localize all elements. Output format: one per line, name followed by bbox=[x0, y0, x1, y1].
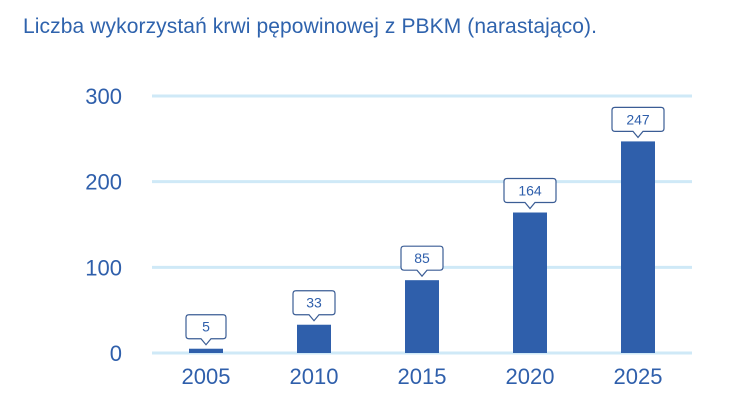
bars bbox=[189, 141, 655, 353]
data-label-callout: 5 bbox=[185, 314, 227, 346]
y-axis-ticks: 0 100 200 300 bbox=[85, 84, 122, 366]
data-labels: 5 33 85 164 247 bbox=[185, 106, 665, 346]
data-label: 164 bbox=[518, 183, 542, 199]
bar bbox=[513, 212, 547, 353]
y-tick-label: 0 bbox=[110, 341, 122, 366]
x-tick-label: 2010 bbox=[290, 364, 339, 389]
x-tick-label: 2015 bbox=[398, 364, 447, 389]
data-label: 5 bbox=[202, 319, 210, 335]
data-label-callout: 85 bbox=[400, 245, 444, 278]
data-label-callout: 247 bbox=[611, 106, 665, 139]
bar bbox=[405, 280, 439, 353]
y-tick-label: 300 bbox=[85, 84, 122, 109]
bar bbox=[297, 324, 331, 353]
data-label-box bbox=[503, 177, 557, 210]
data-label-box bbox=[185, 314, 227, 346]
chart-title: Liczba wykorzystań krwi pępowinowej z PB… bbox=[23, 15, 598, 38]
y-tick-label: 200 bbox=[85, 170, 122, 195]
data-label: 85 bbox=[414, 250, 430, 266]
data-label-box bbox=[292, 290, 336, 322]
x-axis-ticks: 2005 2010 2015 2020 2025 bbox=[182, 364, 663, 389]
data-label: 247 bbox=[626, 111, 650, 127]
x-tick-label: 2005 bbox=[182, 364, 231, 389]
data-label-box bbox=[611, 106, 665, 139]
bar bbox=[189, 348, 223, 353]
bar bbox=[621, 141, 655, 353]
x-tick-label: 2025 bbox=[614, 364, 663, 389]
data-label: 33 bbox=[306, 295, 322, 311]
x-tick-label: 2020 bbox=[506, 364, 555, 389]
y-tick-label: 100 bbox=[85, 255, 122, 280]
data-label-callout: 164 bbox=[503, 177, 557, 210]
data-label-box bbox=[400, 245, 444, 278]
data-label-callout: 33 bbox=[292, 290, 336, 322]
